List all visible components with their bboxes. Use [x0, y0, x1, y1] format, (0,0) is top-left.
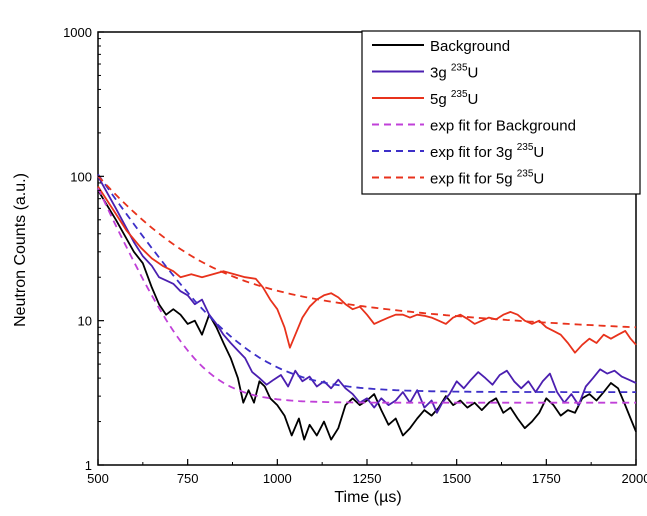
x-tick-label: 750 [177, 471, 199, 486]
legend-label: 3g 235U [430, 63, 478, 82]
legend-label: exp fit for 5g 235U [430, 169, 544, 188]
legend-box [361, 30, 641, 195]
legend-text: 5g [430, 91, 451, 108]
series-layer [97, 173, 637, 441]
legend-superscript: 235 [517, 169, 534, 180]
legend-superscript: 235 [451, 89, 468, 100]
legend-label: exp fit for 3g 235U [430, 142, 544, 161]
y-tick-label: 1 [85, 458, 92, 473]
legend-text: 3g [430, 65, 451, 82]
x-axis-title: Time (µs) [334, 489, 401, 506]
legend-superscript: 235 [517, 142, 534, 153]
x-tick-label: 1250 [353, 471, 382, 486]
x-tick-label: 500 [87, 471, 109, 486]
legend-text: exp fit for 3g [430, 144, 517, 161]
legend-suffix: U [468, 65, 479, 82]
x-tick-label: 1000 [263, 471, 292, 486]
legend-suffix: U [533, 171, 544, 188]
x-tick-label: 1750 [532, 471, 561, 486]
legend-suffix: U [468, 91, 479, 108]
series-line-2 [97, 186, 637, 354]
y-axis-title: Neutron Counts (a.u.) [12, 173, 29, 327]
legend-text: Background [430, 38, 510, 55]
y-tick-label: 100 [70, 169, 92, 184]
series-line-5 [97, 175, 637, 329]
legend-text: exp fit for Background [430, 118, 576, 135]
legend-label: exp fit for Background [430, 118, 576, 135]
legend-label: 5g 235U [430, 89, 478, 108]
y-tick-label: 10 [78, 314, 92, 329]
legend-superscript: 235 [451, 63, 468, 74]
series-line-4 [97, 173, 636, 393]
x-tick-label: 2000 [622, 471, 647, 486]
legend-suffix: U [533, 144, 544, 161]
legend-label: Background [430, 38, 510, 55]
series-line-3 [97, 187, 636, 404]
y-tick-label: 1000 [63, 25, 92, 40]
x-tick-label: 1500 [442, 471, 471, 486]
legend-text: exp fit for 5g [430, 171, 517, 188]
ticks-layer: 500 750 1000 1250 1500 1750 2000 1 10 100 1000 [63, 25, 647, 486]
series-line-1 [97, 175, 637, 414]
